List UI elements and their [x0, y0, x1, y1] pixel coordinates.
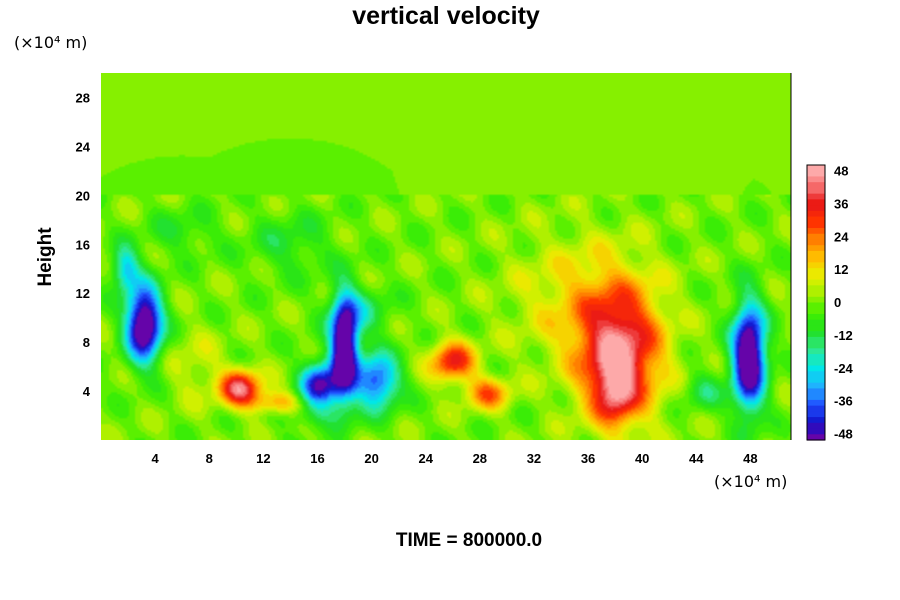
y-tick-label: 4 — [83, 384, 91, 399]
colorbar-band — [807, 371, 825, 378]
x-axis-ticks: 4 8 12 16 20 24 28 32 36 40 44 48 — [152, 451, 758, 466]
x-tick-label: 20 — [364, 451, 378, 466]
y-tick-label: 8 — [83, 335, 90, 350]
y-tick-label: 28 — [76, 90, 90, 105]
colorbar-band — [807, 268, 825, 275]
y-axis-unit: (×10⁴ m) — [14, 33, 88, 52]
colorbar-band — [807, 216, 825, 223]
colorbar-band — [807, 210, 825, 218]
colorbar-band — [807, 205, 825, 212]
colorbar-tick-label: -12 — [834, 328, 853, 343]
y-tick-label: 24 — [76, 139, 91, 154]
velocity-field — [101, 73, 791, 440]
colorbar-band — [807, 291, 825, 298]
colorbar-band — [807, 365, 825, 372]
x-tick-label: 36 — [581, 451, 595, 466]
colorbar-band — [807, 228, 825, 235]
x-axis-unit: (×10⁴ m) — [714, 472, 788, 491]
time-label: TIME = 800000.0 — [395, 530, 543, 551]
colorbar-band — [807, 348, 825, 355]
colorbar-band — [807, 273, 825, 281]
x-tick-label: 24 — [418, 451, 433, 466]
colorbar-band — [807, 405, 825, 412]
colorbar-band — [807, 382, 825, 390]
colorbar-band — [807, 422, 825, 430]
colorbar-band — [807, 176, 825, 183]
colorbar-band — [807, 187, 825, 195]
colorbar-band — [807, 245, 825, 252]
colorbar-band — [807, 417, 825, 424]
colorbar-tick-label: -48 — [834, 427, 853, 442]
colorbar-band — [807, 376, 825, 384]
colorbar: 48 36 24 12 0 -12 -24 -36 -48 — [806, 164, 854, 442]
x-tick-label: 4 — [152, 451, 160, 466]
colorbar-band — [807, 199, 825, 206]
x-tick-label: 40 — [635, 451, 649, 466]
colorbar-band — [807, 428, 825, 435]
colorbar-band — [807, 319, 825, 327]
colorbar-band — [807, 434, 825, 441]
colorbar-band — [807, 170, 825, 178]
colorbar-band — [807, 354, 825, 361]
colorbar-band — [807, 250, 825, 258]
colorbar-band — [807, 394, 825, 401]
colorbar-band — [807, 411, 825, 418]
colorbar-band — [807, 165, 825, 172]
x-tick-label: 12 — [256, 451, 270, 466]
colorbar-band — [807, 336, 825, 344]
x-tick-label: 44 — [689, 451, 704, 466]
colorbar-tick-label: 36 — [834, 196, 848, 211]
colorbar-band — [807, 233, 825, 241]
colorbar-tick-label: 12 — [834, 262, 848, 277]
y-tick-label: 12 — [76, 286, 90, 301]
colorbar-band — [807, 302, 825, 309]
colorbar-band — [807, 182, 825, 189]
colorbar-band — [807, 193, 825, 200]
chart-title: vertical velocity — [352, 2, 540, 30]
colorbar-band — [807, 399, 825, 407]
colorbar-band — [807, 388, 825, 395]
y-axis-ticks: 4 8 12 16 20 24 28 — [76, 90, 91, 399]
colorbar-band — [807, 331, 825, 338]
colorbar-band — [807, 325, 825, 332]
x-tick-label: 8 — [206, 451, 213, 466]
colorbar-frame — [806, 164, 826, 441]
colorbar-band — [807, 279, 825, 286]
colorbar-band — [807, 313, 825, 321]
colorbar-band — [807, 308, 825, 315]
colorbar-band — [807, 359, 825, 367]
colorbar-band — [807, 262, 825, 269]
colorbar-tick-label: -24 — [834, 361, 854, 376]
colorbar-band — [807, 256, 825, 263]
x-tick-label: 28 — [473, 451, 487, 466]
colorbar-band — [807, 222, 825, 229]
x-tick-label: 48 — [743, 451, 757, 466]
y-tick-label: 16 — [76, 237, 90, 252]
colorbar-tick-label: 0 — [834, 295, 841, 310]
colorbar-tick-label: 48 — [834, 164, 848, 179]
colorbar-tick-label: 24 — [834, 229, 849, 244]
x-tick-label: 16 — [310, 451, 324, 466]
colorbar-band — [807, 342, 825, 349]
colorbar-band — [807, 285, 825, 292]
colorbar-tick-label: -36 — [834, 394, 853, 409]
x-tick-label: 32 — [527, 451, 541, 466]
y-tick-label: 20 — [76, 188, 90, 203]
colorbar-band — [807, 296, 825, 304]
colorbar-band — [807, 239, 825, 246]
